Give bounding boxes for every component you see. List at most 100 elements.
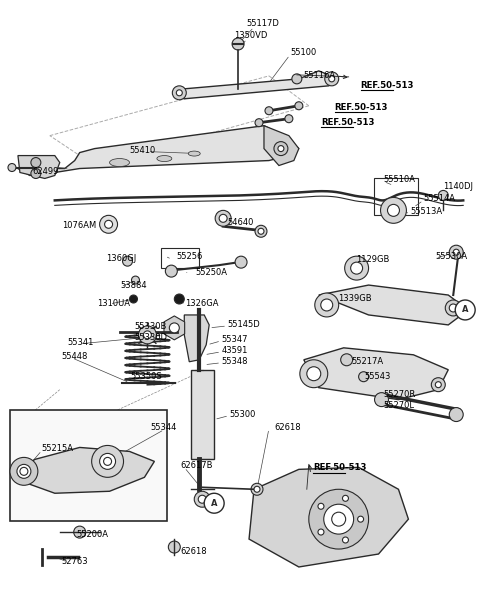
Text: 1326GA: 1326GA [185,299,219,308]
Circle shape [235,256,247,268]
Circle shape [169,323,180,333]
Circle shape [455,300,475,320]
Text: 43591: 43591 [221,346,248,355]
Bar [161,248,199,268]
Circle shape [254,486,260,492]
Text: 1076AM: 1076AM [62,221,96,230]
Circle shape [31,168,41,178]
Circle shape [342,537,348,543]
Circle shape [318,529,324,535]
Text: 55347: 55347 [221,335,248,344]
Circle shape [265,107,273,115]
Circle shape [325,72,339,86]
Circle shape [198,495,206,504]
Circle shape [10,458,38,485]
Text: 55270R: 55270R [384,390,416,399]
Circle shape [255,226,267,237]
Circle shape [300,360,328,388]
Circle shape [251,483,263,495]
Polygon shape [18,125,299,175]
Circle shape [104,458,111,466]
Circle shape [449,408,463,421]
Text: 55217A: 55217A [352,357,384,366]
Ellipse shape [188,151,200,156]
Text: 62499: 62499 [32,166,58,175]
Text: 55410: 55410 [130,145,156,154]
Circle shape [307,367,321,380]
Circle shape [100,453,116,469]
Circle shape [292,74,302,84]
Text: 55116A: 55116A [304,71,336,80]
Circle shape [453,249,459,255]
Circle shape [387,204,399,216]
Circle shape [176,90,182,96]
Circle shape [74,526,85,538]
Text: 55300: 55300 [229,409,255,418]
Ellipse shape [109,159,130,166]
Bar [10,409,168,521]
Circle shape [258,229,264,234]
Circle shape [174,294,184,304]
Circle shape [438,191,448,200]
Circle shape [341,354,353,366]
Text: 1350VD: 1350VD [234,31,267,40]
Text: 55344: 55344 [150,423,177,432]
Circle shape [100,215,118,233]
Text: REF.50-513: REF.50-513 [335,103,388,112]
Text: 55341: 55341 [68,338,94,347]
Circle shape [215,210,231,226]
Circle shape [342,495,348,501]
Text: 62618: 62618 [274,423,300,432]
Circle shape [318,504,324,510]
Circle shape [449,245,463,259]
Text: 62617B: 62617B [180,461,213,470]
Circle shape [329,76,335,82]
Polygon shape [319,285,468,325]
Circle shape [445,300,461,316]
Circle shape [359,371,369,382]
Circle shape [20,467,28,475]
Text: REF.50-513: REF.50-513 [313,463,366,472]
Text: 55513A: 55513A [410,207,443,216]
Circle shape [309,489,369,549]
Text: 55117D: 55117D [246,19,279,28]
Text: 55250A: 55250A [195,268,227,277]
Circle shape [130,295,137,303]
Circle shape [435,382,441,388]
Text: 55215A: 55215A [42,444,74,453]
Text: 55530A: 55530A [435,252,468,261]
Circle shape [166,265,177,277]
Circle shape [321,299,333,311]
Text: 54640: 54640 [227,218,253,227]
Circle shape [138,326,156,344]
Polygon shape [174,71,339,99]
Text: 55100: 55100 [290,48,316,57]
Circle shape [358,516,363,522]
Polygon shape [184,315,209,362]
Text: 55145D: 55145D [227,320,260,329]
Polygon shape [191,370,214,459]
Text: 55514A: 55514A [423,194,456,203]
Text: 55330D: 55330D [134,333,168,342]
Text: 62618: 62618 [180,547,207,556]
Text: REF.50-513: REF.50-513 [360,81,414,90]
Text: 55270L: 55270L [384,400,415,409]
Circle shape [8,163,16,171]
Text: 55200A: 55200A [77,530,108,539]
Circle shape [17,464,31,478]
Circle shape [332,512,346,526]
Text: 55350S: 55350S [131,371,162,380]
Circle shape [274,142,288,156]
Polygon shape [20,447,155,493]
Circle shape [31,157,41,168]
Circle shape [172,86,186,99]
Polygon shape [164,316,185,340]
Text: 55256: 55256 [176,252,203,261]
Circle shape [285,115,293,122]
Text: 1310UA: 1310UA [96,299,130,308]
Circle shape [105,220,113,229]
Polygon shape [304,348,448,400]
Text: 52763: 52763 [62,557,88,566]
Circle shape [449,304,457,312]
Circle shape [432,377,445,392]
